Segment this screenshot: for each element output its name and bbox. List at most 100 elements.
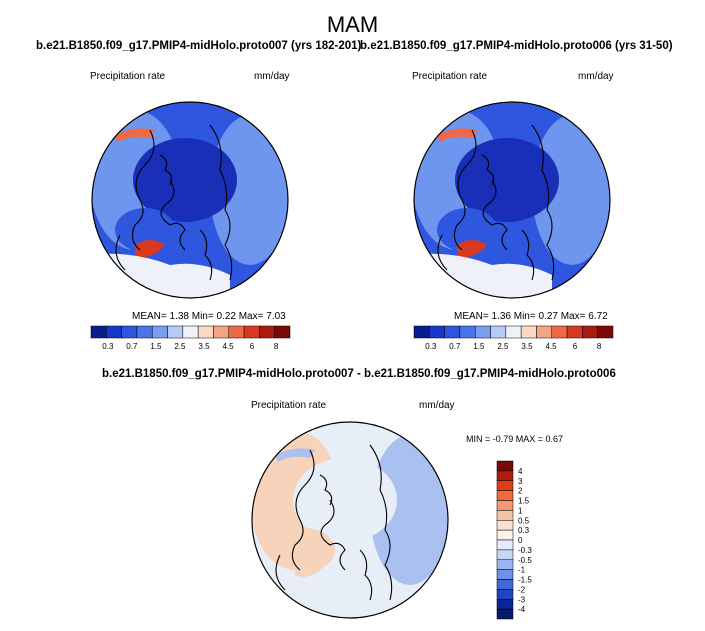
diff-colorbar-swatch	[496, 549, 514, 560]
right-map-field-patch-pacific	[437, 128, 477, 142]
diff-precip-map	[252, 422, 448, 618]
right-colorbar-tick-label: 4.5	[545, 342, 557, 351]
diff-colorbar-tick-label: -4	[518, 605, 526, 614]
right-map-field	[414, 102, 610, 298]
left-colorbar-swatch	[167, 325, 184, 339]
diff-colorbar-swatch	[496, 599, 514, 610]
left-colorbar-tick-label: 0.3	[102, 342, 114, 351]
right-colorbar-tick-label: 0.3	[425, 342, 437, 351]
left-colorbar-swatch	[90, 325, 107, 339]
diff-colorbar-swatch	[496, 480, 514, 491]
diff-colorbar-swatch	[496, 608, 514, 620]
diff-map-field-patch-atlantic	[275, 528, 335, 572]
diff-colorbar-tick-label: 1.5	[518, 497, 530, 506]
right-coastline-arctic-islands	[481, 154, 495, 186]
diff-colorbar-tick-label: 1	[518, 506, 523, 515]
left-units-label: mm/day	[254, 71, 290, 82]
right-colorbar-tick-label: 6	[573, 342, 578, 351]
right-map-field-patch-atlantic	[437, 208, 497, 252]
left-colorbar-tick-label: 6	[250, 342, 255, 351]
left-colorbar-swatch	[228, 325, 245, 339]
right-coastline-eurasia	[531, 124, 555, 281]
right-units-label: mm/day	[578, 71, 614, 82]
right-map-field-patch-gulfstream	[457, 240, 487, 258]
left-colorbar-swatch	[197, 325, 214, 339]
diff-colorbar-swatch	[496, 470, 514, 481]
diff-coastline-eurasia	[369, 444, 393, 601]
diff-colorbar-tick-label: -2	[518, 585, 526, 594]
diff-colorbar-tick-label: 2	[518, 487, 523, 496]
diff-map-field-patch-arctic	[293, 458, 397, 542]
right-colorbar-tick-label: 2.5	[497, 342, 509, 351]
left-coastline-north-america	[131, 129, 155, 251]
figure-title: MAM	[326, 12, 379, 37]
right-coastline-scandinavia	[521, 229, 535, 281]
left-colorbar-swatch	[121, 325, 138, 339]
right-colorbar-swatch	[474, 325, 491, 339]
left-map-field-patch-gulfstream	[135, 240, 165, 258]
right-colorbar-swatch	[566, 325, 583, 339]
diff-colorbar-swatch	[496, 500, 514, 511]
right-colorbar-tick-label: 8	[597, 342, 602, 351]
left-coastline-greenland	[160, 179, 186, 251]
left-colorbar-swatch	[182, 325, 199, 339]
left-colorbar-tick-label: 0.7	[126, 342, 138, 351]
right-colorbar-tick-label: 3.5	[521, 342, 533, 351]
right-colorbar-swatch	[505, 325, 522, 339]
diff-coastline-labrador	[275, 554, 286, 591]
diff-variable-label: Precipitation rate	[251, 400, 327, 411]
right-panel-title: b.e21.B1850.f09_g17.PMIP4-midHolo.proto0…	[360, 40, 673, 52]
left-colorbar-swatch	[243, 325, 260, 339]
diff-colorbar-swatch	[496, 589, 514, 600]
left-colorbar-tick-label: 3.5	[198, 342, 210, 351]
left-map-border	[91, 101, 289, 299]
right-colorbar-swatch	[536, 325, 553, 339]
left-variable-label: Precipitation rate	[90, 71, 166, 82]
left-colorbar-tick-label: 4.5	[222, 342, 234, 351]
diff-colorbar-tick-label: 3	[518, 477, 523, 486]
diff-map-field-patch-gulfstream	[295, 560, 325, 578]
right-coastline-labrador	[437, 234, 448, 271]
diff-colorbar-tick-label: -1	[518, 566, 526, 575]
left-colorbar-swatch	[136, 325, 153, 339]
right-colorbar-tick-label: 0.7	[449, 342, 461, 351]
diff-colorbar-swatch	[496, 510, 514, 521]
left-map-field-patch-atlantic	[115, 208, 175, 252]
right-map-field-patch-arctic	[455, 138, 559, 222]
right-map-border	[413, 101, 611, 299]
diff-coastline-greenland	[320, 499, 346, 571]
right-colorbar-swatch	[490, 325, 507, 339]
diff-coastline-north-america	[291, 449, 315, 571]
diff-colorbar-swatch	[496, 539, 514, 551]
right-coastline-greenland	[482, 179, 508, 251]
left-colorbar-swatch	[106, 325, 122, 339]
right-colorbar-swatch	[459, 325, 476, 339]
left-colorbar: 0.3 0.7 1.5 2.5 3.5 4.5 6 8	[90, 325, 291, 351]
right-precip-map	[414, 102, 610, 298]
left-colorbar-swatch	[151, 325, 168, 339]
diff-colorbar-swatch	[496, 529, 514, 541]
right-colorbar-tick-label: 1.5	[473, 342, 485, 351]
left-coastline-scandinavia	[199, 229, 213, 281]
right-colorbar-swatch	[413, 325, 430, 339]
diff-panel-title: b.e21.B1850.f09_g17.PMIP4-midHolo.proto0…	[102, 368, 616, 380]
diff-map-field-patch-pacific	[275, 448, 315, 462]
left-coastline-labrador	[115, 234, 126, 271]
diff-colorbar-tick-label: -0.5	[518, 556, 532, 565]
left-map-field-patch-pacific	[115, 128, 155, 142]
left-colorbar-tick-label: 2.5	[174, 342, 186, 351]
left-map-field	[92, 102, 288, 298]
diff-stats-text: MIN = -0.79 MAX = 0.67	[466, 434, 564, 444]
diff-colorbar-swatch	[496, 460, 514, 472]
left-stats-text: MEAN= 1.38 Min= 0.22 Max= 7.03	[132, 311, 286, 322]
diff-colorbar-tick-label: 0.3	[518, 526, 530, 535]
diff-colorbar-tick-label: 4	[518, 467, 523, 476]
left-colorbar-swatch	[213, 325, 230, 339]
left-colorbar-swatch	[274, 325, 291, 339]
diff-coastline-scandinavia	[359, 549, 373, 601]
left-coastline-arctic-islands	[159, 154, 173, 186]
diff-colorbar-tick-label: -1.5	[518, 576, 532, 585]
diff-units-label: mm/day	[419, 400, 455, 411]
